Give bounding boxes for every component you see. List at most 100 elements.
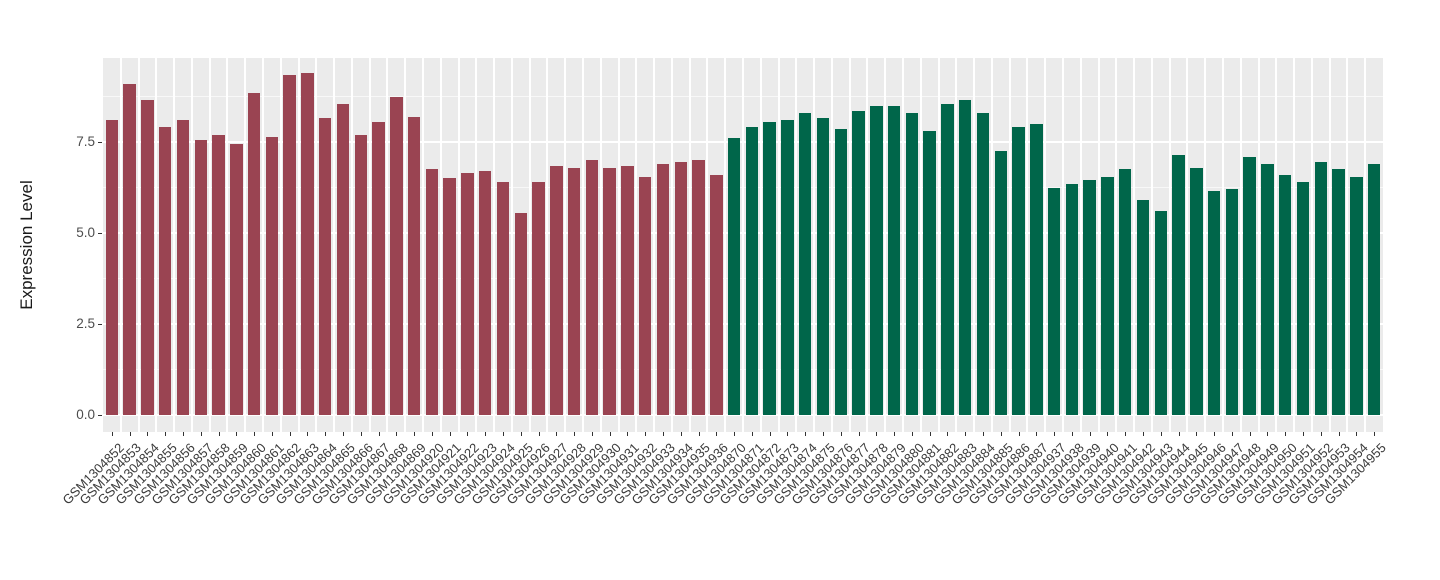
vertical-gridline (1026, 58, 1029, 432)
vertical-gridline (1168, 58, 1171, 432)
x-tick-mark (1089, 432, 1091, 436)
bar-GSM1304931 (621, 165, 634, 415)
vertical-gridline (1097, 58, 1100, 432)
vertical-gridline (582, 58, 584, 432)
x-tick-mark (129, 432, 131, 436)
vertical-gridline (1346, 58, 1349, 432)
bar-GSM1304924 (496, 182, 510, 415)
x-tick-mark (1000, 432, 1002, 436)
bar-GSM1304876 (834, 129, 847, 415)
vertical-gridline (422, 58, 424, 432)
vertical-gridline (1293, 58, 1296, 432)
x-tick-mark (449, 432, 451, 436)
bar-GSM1304884 (976, 112, 990, 415)
vertical-gridline (528, 58, 531, 432)
vertical-gridline (350, 58, 353, 432)
vertical-gridline (386, 58, 389, 432)
bar-GSM1304952 (1314, 162, 1327, 415)
x-tick-mark (556, 432, 558, 436)
x-tick-mark (1320, 432, 1322, 436)
vertical-gridline (937, 58, 940, 432)
x-tick-mark (111, 432, 113, 436)
x-tick-mark (769, 432, 771, 436)
x-tick-mark (378, 432, 380, 436)
x-tick-mark (307, 432, 309, 436)
x-tick-mark (840, 432, 842, 436)
x-tick-mark (1143, 432, 1144, 436)
bar-GSM1304887 (1030, 123, 1043, 415)
bar-GSM1304936 (710, 174, 723, 415)
bar-GSM1304875 (816, 118, 830, 415)
x-tick-mark (751, 432, 753, 436)
vertical-gridline (262, 58, 264, 432)
x-tick-mark (254, 432, 256, 436)
bar-GSM1304939 (1083, 180, 1096, 415)
bar-GSM1304920 (425, 169, 439, 415)
bar-GSM1304858 (212, 134, 225, 415)
y-tick-label: 5.0 (76, 224, 95, 240)
vertical-gridline (564, 58, 567, 432)
x-tick-mark (1054, 432, 1056, 436)
vertical-gridline (813, 58, 816, 432)
vertical-gridline (742, 58, 744, 432)
bar-GSM1304867 (372, 122, 385, 415)
vertical-gridline (457, 58, 460, 432)
x-tick-mark (787, 432, 789, 436)
x-tick-mark (520, 432, 522, 436)
x-tick-mark (485, 432, 487, 436)
vertical-gridline (902, 58, 904, 432)
vertical-gridline (1364, 58, 1367, 432)
bar-GSM1304921 (443, 178, 456, 415)
vertical-gridline (119, 58, 122, 432)
bar-GSM1304859 (230, 143, 243, 415)
bar-GSM1304852 (105, 120, 119, 415)
x-tick-mark (414, 432, 416, 436)
bar-GSM1304877 (852, 111, 865, 415)
vertical-gridline (795, 58, 798, 432)
vertical-gridline (1222, 58, 1224, 432)
vertical-gridline (1310, 58, 1313, 432)
vertical-gridline (315, 58, 318, 432)
plot-panel (103, 58, 1383, 432)
x-tick-mark (645, 432, 647, 436)
vertical-gridline (1044, 58, 1047, 432)
x-tick-mark (965, 432, 967, 436)
bar-GSM1304945 (1190, 167, 1203, 415)
vertical-gridline (244, 58, 247, 432)
vertical-gridline (493, 58, 496, 432)
vertical-gridline (1239, 58, 1242, 432)
bar-GSM1304947 (1225, 189, 1239, 415)
bar-GSM1304930 (603, 167, 616, 415)
x-tick-mark (1267, 432, 1269, 436)
x-tick-mark (431, 432, 433, 436)
vertical-gridline (777, 58, 780, 432)
bar-GSM1304942 (1136, 200, 1150, 415)
bar-GSM1304944 (1172, 154, 1185, 415)
bar-GSM1304949 (1261, 163, 1274, 415)
x-tick-mark (716, 432, 718, 436)
y-tick-mark (98, 232, 102, 234)
x-tick-mark (1285, 432, 1287, 436)
bar-GSM1304882 (941, 103, 954, 415)
x-tick-mark (1231, 432, 1233, 436)
vertical-gridline (1079, 58, 1082, 432)
bar-GSM1304926 (532, 182, 545, 415)
x-tick-mark (574, 432, 576, 436)
bar-GSM1304950 (1279, 174, 1292, 415)
bar-GSM1304948 (1243, 156, 1256, 415)
x-tick-mark (271, 432, 273, 436)
vertical-gridline (759, 58, 762, 432)
vertical-gridline (226, 58, 229, 432)
bar-GSM1304880 (905, 112, 919, 415)
vertical-gridline (333, 58, 336, 432)
vertical-gridline (635, 58, 638, 432)
x-tick-mark (591, 432, 593, 436)
bar-GSM1304854 (141, 100, 154, 415)
vertical-gridline (1328, 58, 1331, 432)
vertical-gridline (706, 58, 709, 432)
x-tick-mark (929, 432, 931, 436)
vertical-gridline (1186, 58, 1189, 432)
bar-GSM1304862 (283, 74, 296, 415)
bar-GSM1304940 (1101, 176, 1114, 415)
